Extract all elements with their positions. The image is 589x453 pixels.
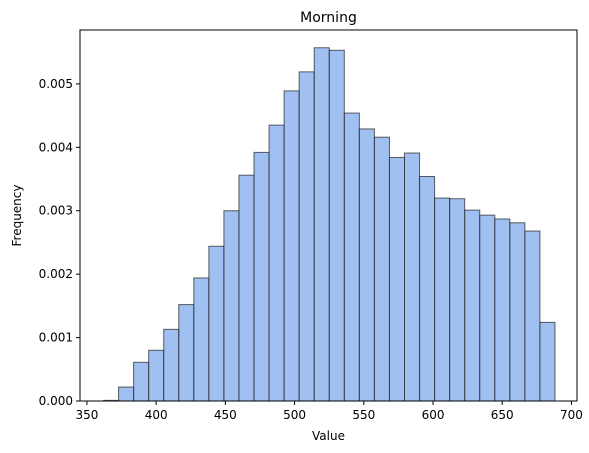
y-tick-label: 0.004 xyxy=(39,140,73,154)
chart-title: Morning xyxy=(300,10,357,26)
histogram-bar xyxy=(178,304,195,402)
histogram-bar xyxy=(298,71,315,402)
y-tick-label: 0.001 xyxy=(39,331,73,345)
y-axis-ticks: 0.000 0.001 0.002 0.003 0.004 0.005 xyxy=(39,77,80,408)
y-tick-label: 0.000 xyxy=(39,394,73,408)
x-tick-label: 500 xyxy=(283,408,306,422)
x-axis-ticks: 350 400 450 500 550 600 650 700 xyxy=(75,401,583,422)
histogram-bar xyxy=(373,136,390,402)
histogram-bar xyxy=(434,197,451,402)
y-axis-label: Frequency xyxy=(10,185,24,247)
x-tick-label: 400 xyxy=(145,408,168,422)
histogram-bar xyxy=(494,218,511,402)
histogram-bar xyxy=(208,245,225,402)
histogram-bar xyxy=(283,90,300,402)
x-tick-label: 450 xyxy=(214,408,237,422)
bars-group xyxy=(103,47,556,402)
histogram-bar xyxy=(148,349,165,402)
x-tick-label: 700 xyxy=(560,408,583,422)
histogram-bar xyxy=(464,209,481,402)
x-tick-label: 350 xyxy=(75,408,98,422)
histogram-bar xyxy=(419,175,436,402)
y-tick-label: 0.002 xyxy=(39,267,73,281)
histogram-bar xyxy=(223,210,240,402)
x-tick-label: 650 xyxy=(491,408,514,422)
histogram-bar xyxy=(268,124,285,402)
histogram-bar xyxy=(238,174,255,402)
x-tick-label: 550 xyxy=(352,408,375,422)
plot-frame xyxy=(79,29,578,402)
histogram-bar xyxy=(313,47,330,402)
histogram-bar xyxy=(539,321,556,402)
histogram-bar xyxy=(404,152,421,402)
x-tick-label: 600 xyxy=(422,408,445,422)
histogram-bar xyxy=(343,112,360,402)
histogram-bar xyxy=(479,214,496,402)
histogram-bar xyxy=(253,151,270,402)
histogram-bar xyxy=(449,198,466,402)
histogram-bar xyxy=(163,328,180,402)
histogram-bar xyxy=(388,156,406,402)
histogram-bar xyxy=(328,49,345,402)
histogram-bar xyxy=(193,277,210,402)
x-axis-label: Value xyxy=(312,429,345,443)
histogram-bar xyxy=(133,361,150,402)
y-tick-label: 0.003 xyxy=(39,204,73,218)
histogram-bar xyxy=(358,128,375,402)
histogram-bar xyxy=(524,230,541,402)
histogram-bar xyxy=(509,222,526,402)
histogram-bar xyxy=(118,386,135,402)
y-tick-label: 0.005 xyxy=(39,77,73,91)
